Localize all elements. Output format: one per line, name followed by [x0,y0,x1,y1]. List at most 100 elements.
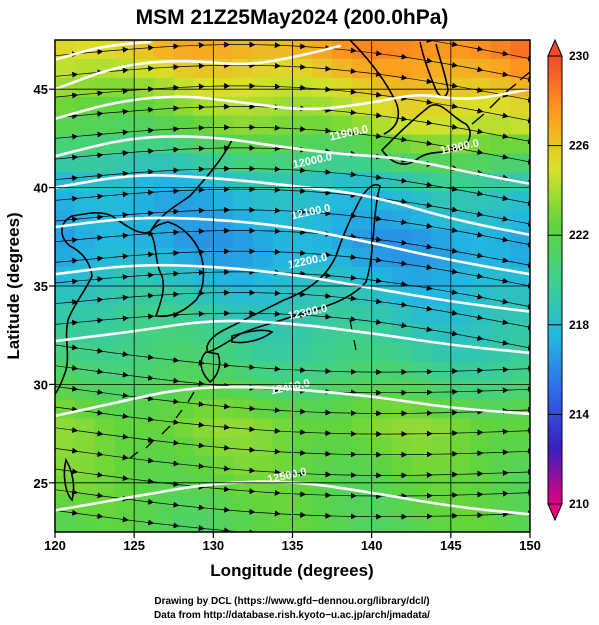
temperature-cell [490,342,511,363]
wind-arrow [172,460,180,467]
wind-arrow [197,401,205,408]
x-axis-label: Longitude (degrees) [210,561,373,580]
wind-arrow [146,374,155,381]
temperature-cell [431,513,452,532]
wind-arrow [248,446,256,453]
temperature-cell [431,40,452,60]
temperature-cell [193,115,214,136]
temperature-cell [55,342,76,363]
wind-arrow [400,177,408,184]
wind-arrow [400,301,408,308]
temperature-cell [391,58,412,79]
wind-arrow [526,262,530,268]
wind-arrow [146,272,155,279]
temperature-cell [173,210,195,230]
coastlines [55,40,530,502]
temperature-cell [74,342,96,363]
temperature-cell [450,115,472,136]
wind-arrow [374,236,383,243]
temperature-cell [351,361,373,382]
temperature-cell [351,513,373,532]
wind-arrow [374,257,383,263]
wind-arrow [96,368,104,375]
temperature-cell [431,418,452,438]
temperature-cell [510,304,530,325]
temperature-cell [55,58,76,79]
temperature-cell [431,229,452,249]
wind-arrow [146,416,155,423]
temperature-cell [371,115,393,136]
temperature-cell [371,494,393,514]
temperature-cell [312,153,333,173]
temperature-cell [431,399,452,419]
wind-arrow [526,76,530,82]
temperature-cell [470,342,491,363]
temperature-cell [292,494,313,514]
wind-arrow [70,509,79,516]
temperature-cell [114,229,135,249]
wind-arrow [121,516,129,523]
temperature-cell [173,58,195,79]
temperature-cell [233,513,254,532]
temperature-cell [431,172,452,192]
temperature-cell [272,58,294,79]
temperature-cell [154,229,175,249]
wind-arrow [349,295,357,302]
temperature-cell [470,77,491,98]
wind-arrow [450,206,459,213]
colorbar-tick-label: 230 [569,49,589,63]
temperature-cell [55,267,76,287]
temperature-cell [351,172,373,192]
temperature-cell [312,494,333,514]
temperature-cell [431,191,452,211]
temperature-cell [371,475,393,495]
temperature-cell [173,361,195,382]
temperature-cell [411,58,432,79]
x-tick-label: 150 [519,538,541,553]
wind-arrow [476,211,484,218]
temperature-cell [470,172,491,192]
temperature-cell [351,153,373,173]
temperature-cell [292,58,313,79]
temperature-cell [233,399,254,419]
temperature-cell [173,77,195,98]
temperature-cell [510,494,530,514]
temperature-cell [233,380,254,401]
wind-arrow [96,513,104,520]
temperature-cell [193,134,214,155]
temperature-cell [490,513,511,532]
temperature-cell [510,513,530,532]
wind-arrow [450,330,459,337]
wind-arrow [70,406,79,413]
wind-arrow [501,71,509,78]
wind-arrow [476,273,484,279]
x-tick-label: 135 [282,538,304,553]
temperature-cell [292,115,313,136]
temperature-cell [272,191,294,211]
temperature-cell [292,437,313,457]
temperature-cell [252,361,274,382]
y-tick-label: 40 [34,181,48,196]
wind-arrow [450,82,459,89]
temperature-cell [55,134,76,155]
temperature-cell [74,77,96,98]
temperature-cell [450,191,472,211]
temperature-cell [193,513,214,532]
temperature-cell [490,115,511,136]
temperature-cell [490,418,511,438]
temperature-cell [490,210,511,230]
wind-arrow [349,254,357,261]
temperature-cell [213,77,234,98]
temperature-cell [233,475,254,495]
temperature-cell [351,456,373,476]
wind-arrow [96,296,104,303]
wind-arrow [248,467,256,474]
temperature-cell [74,115,96,136]
temperature-cell [510,323,530,344]
temperature-cell [114,361,135,382]
wind-arrow [121,454,129,461]
wind-arrow [400,322,408,329]
wind-arrow [476,128,484,135]
geopotential-height-contours [55,40,530,516]
